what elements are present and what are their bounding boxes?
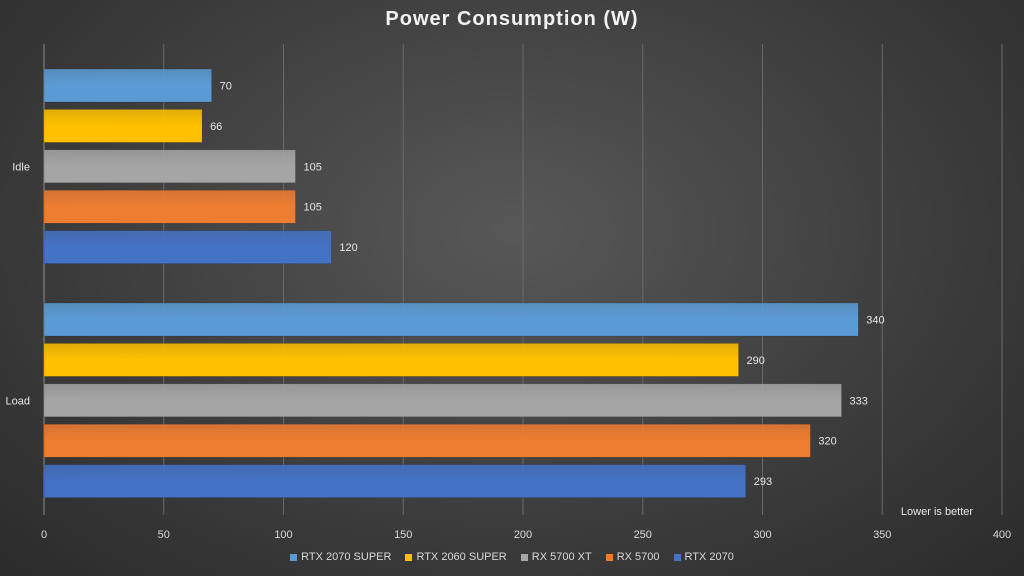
legend-item-rtx-2070: RTX 2070: [673, 551, 734, 563]
legend-swatch: [405, 553, 413, 561]
annotation-lower-is-better: Lower is better: [901, 506, 973, 518]
category-label-idle: Idle: [12, 161, 30, 173]
value-label-idle-rtx-2070: 120: [339, 242, 357, 254]
bar-load-rtx-2060-super: [43, 343, 739, 377]
legend-item-rx-5700: RX 5700: [605, 551, 660, 563]
value-label-idle-rtx-2060-super: 66: [210, 121, 222, 133]
legend-item-rtx-2060-super: RTX 2060 SUPER: [405, 551, 507, 563]
legend-item-rtx-2070-super: RTX 2070 SUPER: [290, 551, 391, 563]
x-tick-label-200: 200: [514, 529, 532, 541]
value-label-load-rx-5700: 320: [818, 436, 836, 448]
value-label-idle-rtx-2070-super: 70: [220, 81, 232, 93]
bar-load-rtx-2070-super: [43, 302, 859, 337]
value-label-load-rtx-2070: 293: [754, 476, 772, 488]
legend-item-rx-5700-xt: RX 5700 XT: [520, 551, 592, 563]
legend-swatch: [673, 553, 681, 561]
legend-label: RX 5700 XT: [531, 551, 592, 563]
value-label-load-rx-5700-xt: 333: [850, 395, 868, 407]
legend-label: RTX 2070: [684, 551, 734, 563]
x-tick-label-400: 400: [993, 529, 1011, 541]
bar-load-rx-5700-xt: [43, 383, 842, 418]
legend-swatch: [520, 553, 528, 561]
legend-label: RTX 2070 SUPER: [301, 551, 392, 563]
legend: RTX 2070 SUPER RTX 2060 SUPER RX 5700 XT RX…: [0, 551, 1024, 563]
chart-title: Power Consumption (W): [385, 8, 639, 30]
legend-swatch: [605, 553, 613, 561]
x-tick-label-100: 100: [274, 529, 292, 541]
bar-idle-rx-5700: [43, 189, 296, 224]
bar-idle-rx-5700-xt: [43, 149, 296, 184]
x-tick-label-350: 350: [873, 529, 891, 541]
value-label-load-rtx-2070-super: 340: [866, 315, 884, 327]
legend-label: RTX 2060 SUPER: [416, 551, 507, 563]
legend-swatch: [290, 553, 298, 561]
bar-idle-rtx-2070: [43, 230, 332, 264]
value-label-idle-rx-5700: 105: [303, 202, 321, 214]
category-label-load: Load: [6, 395, 30, 407]
labels: 0 50 100 150 200 250 300 350 400 Idle 70 66 105 105 12…: [6, 81, 1012, 542]
x-tick-label-300: 300: [753, 529, 771, 541]
x-tick-label-50: 50: [158, 529, 170, 541]
bar-load-rtx-2070: [43, 464, 746, 498]
bar-idle-rtx-2070-super: [43, 68, 212, 103]
value-label-idle-rx-5700-xt: 105: [303, 161, 321, 173]
bar-idle-rtx-2060-super: [43, 109, 203, 143]
x-tick-label-0: 0: [41, 529, 47, 541]
x-tick-label-150: 150: [394, 529, 412, 541]
x-tick-label-250: 250: [634, 529, 652, 541]
bars: [43, 68, 859, 498]
value-label-load-rtx-2060-super: 290: [747, 355, 765, 367]
bar-load-rx-5700: [43, 423, 811, 458]
legend-label: RX 5700: [616, 551, 660, 563]
